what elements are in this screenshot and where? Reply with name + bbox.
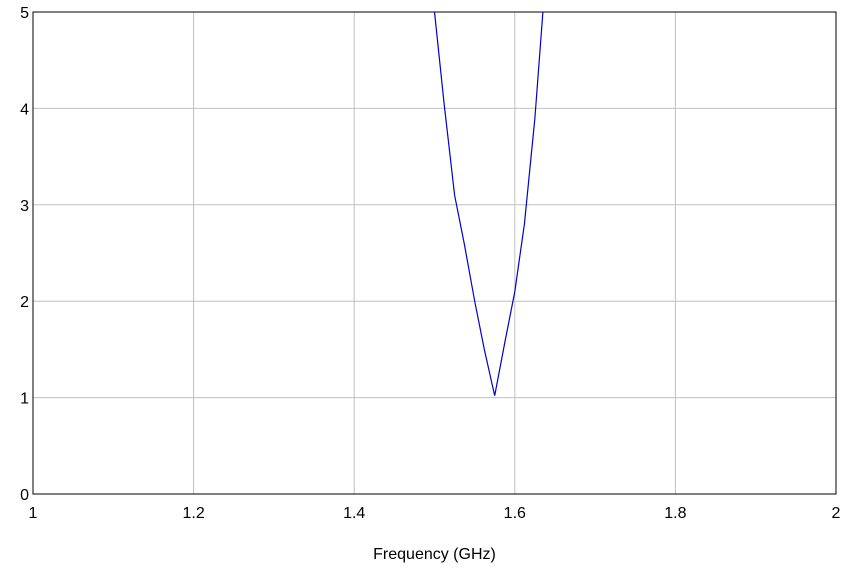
- x-tick-label: 1: [29, 505, 38, 522]
- y-tick-label: 4: [20, 101, 29, 118]
- x-tick-label: 1.2: [182, 505, 204, 522]
- x-tick-label: 1.4: [343, 505, 365, 522]
- series-line: [433, 11, 544, 396]
- y-tick-label: 1: [20, 391, 29, 408]
- grid-layer: [32, 11, 837, 495]
- y-tick-label: 0: [20, 487, 29, 504]
- y-tick-label: 5: [20, 5, 29, 22]
- y-tick-label: 3: [20, 198, 29, 215]
- x-tick-labels: 1 1.2 1.4 1.6 1.8 2: [29, 505, 841, 522]
- plot-frame: [32, 11, 837, 495]
- series-layer: [433, 11, 544, 396]
- y-tick-label: 2: [20, 294, 29, 311]
- x-tick-label: 2: [832, 505, 841, 522]
- y-tick-labels: 0 1 2 3 4 5: [20, 5, 29, 504]
- x-axis-title: Frequency (GHz): [373, 546, 496, 563]
- x-tick-label: 1.6: [504, 505, 526, 522]
- x-tick-label: 1.8: [664, 505, 686, 522]
